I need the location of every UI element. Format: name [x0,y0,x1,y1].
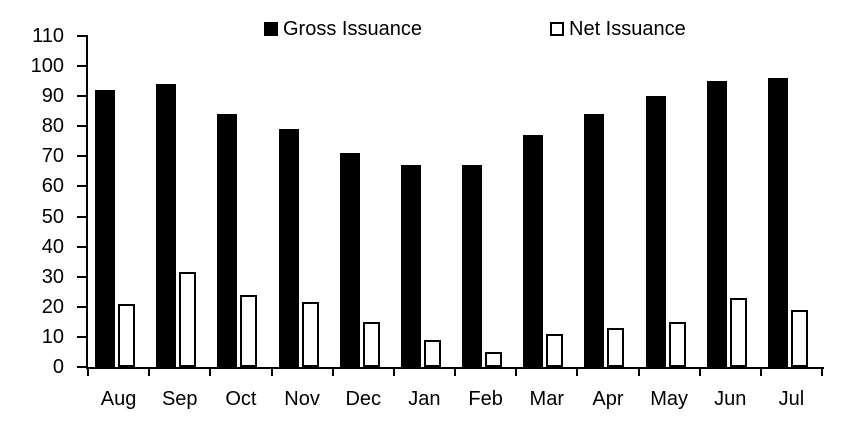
y-axis-tick [77,275,88,278]
gross-issuance-bar [645,96,666,367]
x-axis-tick [454,368,457,376]
x-axis-category-label: Aug [100,388,137,410]
y-axis-tick-label: 40 [41,235,64,258]
net-issuance-bar [423,339,441,367]
net-issuance-bar [790,309,808,367]
gross-issuance-bar [523,135,544,367]
net-issuance-bar [118,303,135,367]
x-axis-category-label: Feb [468,388,503,410]
net-issuance-bar [301,302,319,367]
x-axis-category-label: May [650,388,688,410]
y-axis-tick-label: 50 [41,205,64,228]
gross-issuance-bar [278,129,299,367]
y-axis-tick-label: 100 [30,55,64,78]
x-axis-category-label: Oct [225,388,257,410]
net-issuance-bar [485,351,503,367]
legend-item-net-issuance: Net Issuance [550,18,686,40]
x-axis-category-label: Sep [161,388,198,410]
legend-label-net-issuance: Net Issuance [569,18,686,40]
x-axis-tick [331,368,334,376]
gross-issuance-bar [400,165,421,367]
x-axis-category-label: Jun [714,388,747,410]
y-axis-tick [77,335,88,338]
net-issuance-bar [240,294,258,367]
gross-issuance-bar [217,114,238,367]
legend-label-gross-issuance: Gross Issuance [283,18,422,40]
gross-issuance-bar [706,81,727,367]
x-axis-tick [270,368,273,376]
x-axis-tick [392,368,395,376]
y-axis-tick [77,95,88,98]
y-axis-tick-label: 60 [41,175,64,198]
y-axis-tick-label: 90 [41,85,64,108]
x-axis-category-label: Jan [408,388,441,410]
gross-issuance-bar [462,165,483,367]
net-issuance-bar [668,321,686,367]
gross-issuance-bar [95,90,115,367]
y-axis-tick [77,155,88,158]
y-axis-tick [77,185,88,188]
gross-issuance-bar [156,84,177,367]
gross-issuance-bar [767,78,788,367]
x-axis-tick [576,368,579,376]
y-axis-tick [77,65,88,68]
y-axis-tick-label: 30 [41,265,64,288]
x-axis-tick [515,368,518,376]
y-axis-tick-label: 80 [41,115,64,138]
y-axis-tick-label: 70 [41,145,64,168]
x-axis-tick [759,368,762,376]
net-issuance-bar [546,333,564,367]
x-axis-category-label: Mar [529,388,564,410]
x-axis-tick [698,368,701,376]
y-axis-tick [77,305,88,308]
y-axis-tick-label: 20 [41,295,64,318]
y-axis-tick [77,125,88,128]
net-issuance-bar [362,321,380,367]
y-axis-tick [77,215,88,218]
gross-issuance-bar [584,114,605,367]
gross-issuance-bar [339,153,360,367]
x-axis-tick [209,368,212,376]
y-axis-tick [77,35,88,37]
net-issuance-bar [179,272,197,367]
y-axis-tick [77,366,88,368]
y-axis-tick [77,245,88,248]
gross-issuance-swatch-icon [264,22,278,36]
x-axis-tick [637,368,640,376]
net-issuance-bar [729,297,747,367]
x-axis-category-label: Nov [284,388,320,410]
x-axis-tick [87,368,89,376]
x-axis-category-label: Apr [592,388,624,410]
y-axis-tick-label: 110 [32,25,64,47]
x-axis-tick [148,368,151,376]
x-axis-category-label: Dec [345,388,382,410]
y-axis-tick-label: 10 [41,325,64,348]
net-issuance-bar [607,327,625,367]
net-issuance-swatch-icon [550,22,564,36]
legend-item-gross-issuance: Gross Issuance [264,18,422,40]
x-axis-tick [821,368,824,376]
y-axis-tick-label: 0 [52,356,64,378]
x-axis-category-label: Jul [778,388,805,410]
